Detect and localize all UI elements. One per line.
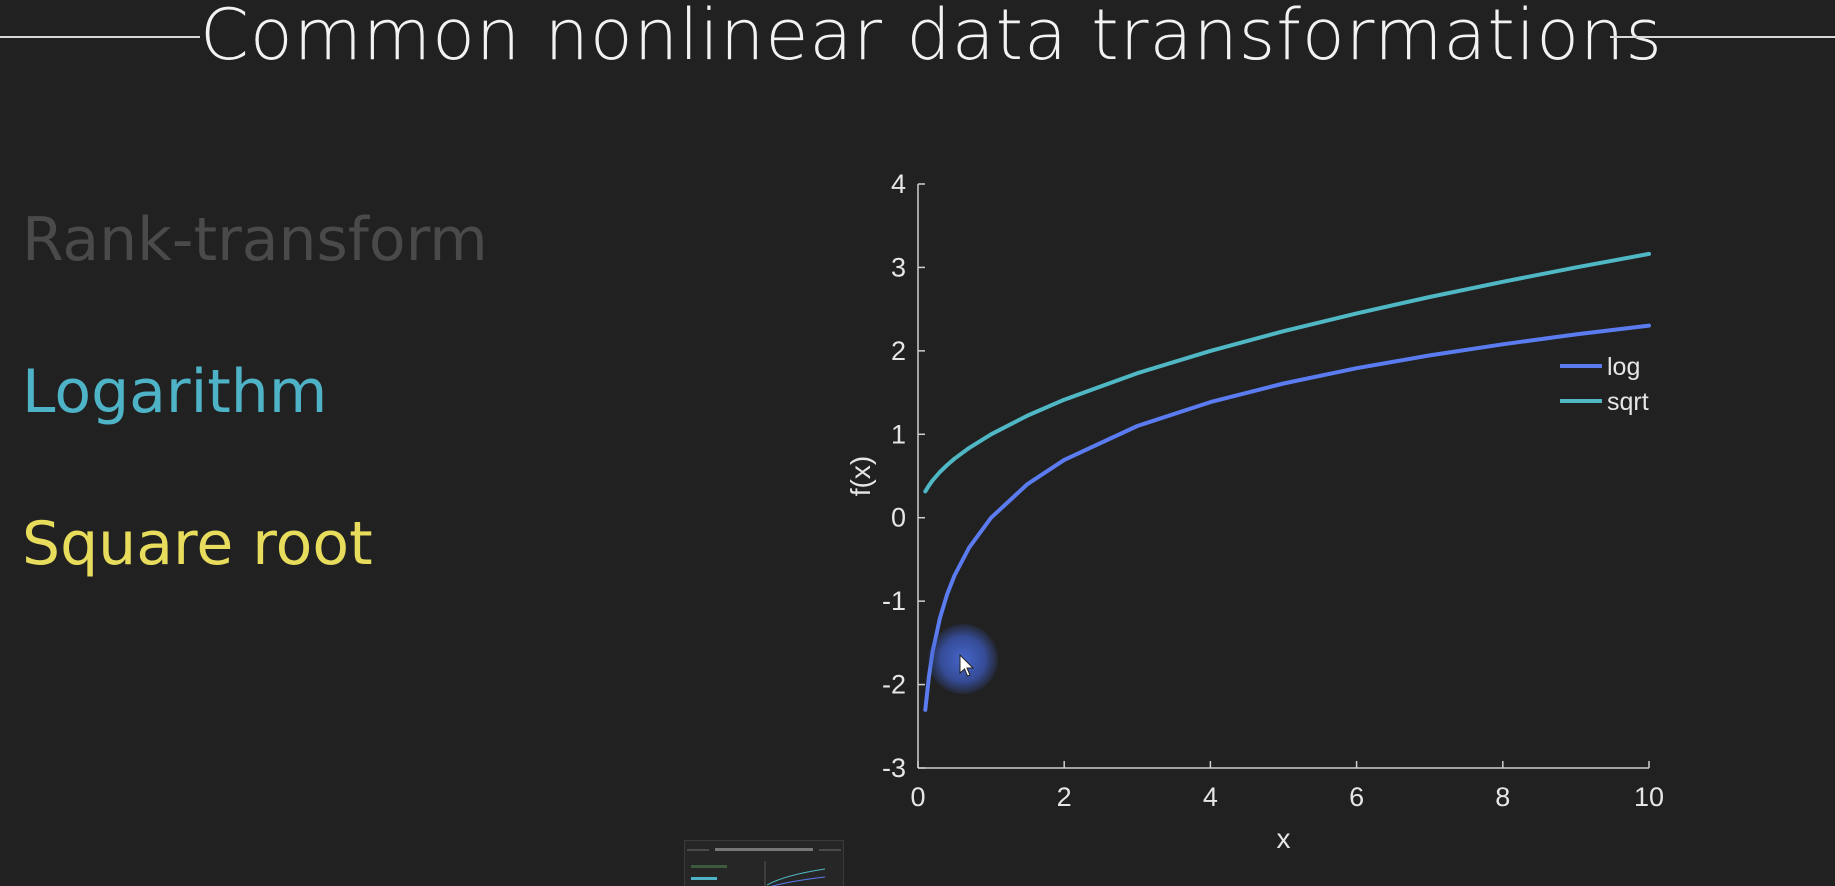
title-rule-right	[1610, 36, 1835, 38]
title-rule-left	[0, 36, 200, 38]
y-tick-label: 0	[891, 503, 906, 533]
slide-title: Common nonlinear data transformations	[200, 0, 1663, 76]
x-axis-label: x	[1277, 823, 1291, 854]
y-tick-label: 3	[891, 252, 906, 282]
slide-thumbnail[interactable]	[684, 840, 844, 886]
topic-logarithm: Logarithm	[22, 357, 328, 427]
x-tick-label: 4	[1203, 782, 1218, 812]
mouse-pointer-icon	[959, 654, 975, 677]
y-tick-label: -1	[882, 586, 906, 616]
x-tick-label: 2	[1057, 782, 1072, 812]
x-tick-label: 8	[1495, 782, 1510, 812]
y-axis-label: f(x)	[845, 456, 876, 496]
y-tick-label: 4	[891, 169, 906, 199]
series-line-sqrt	[923, 251, 1651, 494]
x-tick-label: 10	[1634, 782, 1664, 812]
y-tick-label: -2	[882, 670, 906, 700]
x-tick-label: 0	[910, 782, 925, 812]
series-line-log	[923, 323, 1651, 712]
y-tick-label: 1	[891, 419, 906, 449]
x-tick-label: 6	[1349, 782, 1364, 812]
legend-label-log: log	[1607, 353, 1640, 381]
legend-label-sqrt: sqrt	[1607, 388, 1649, 416]
topic-rank-transform: Rank-transform	[22, 205, 488, 275]
y-tick-label: 2	[891, 336, 906, 366]
topic-square-root: Square root	[22, 509, 373, 579]
y-tick-label: -3	[882, 753, 906, 783]
